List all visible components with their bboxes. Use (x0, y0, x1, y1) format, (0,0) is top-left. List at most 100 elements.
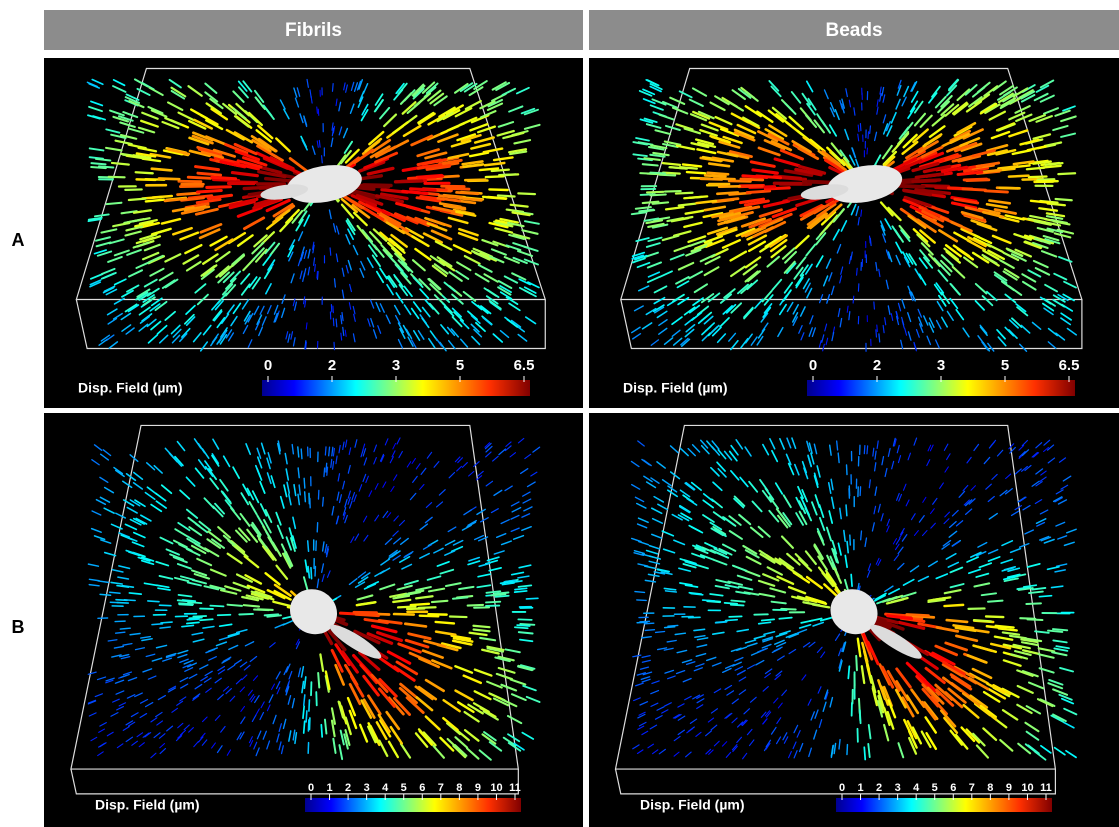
vector-arrow (687, 172, 705, 173)
vector-arrow (321, 725, 322, 737)
vector-arrow (498, 195, 515, 196)
vector-arrow (515, 627, 528, 628)
vector-arrow (656, 631, 665, 632)
vector-arrow (207, 187, 231, 188)
vector-arrow (109, 177, 125, 178)
colorbar-tick-label: 2 (345, 782, 351, 794)
vector-arrow (453, 597, 467, 598)
vector-arrow (668, 625, 678, 626)
vector-arrow (637, 600, 646, 601)
vector-arrow (665, 627, 675, 628)
colorbar-title: Disp. Field (µm) (640, 797, 745, 813)
colorbar-tick-label: 0 (308, 782, 314, 794)
vector-arrow (116, 600, 127, 601)
vector-arrow (161, 622, 172, 623)
colorbar-tick-label: 4 (382, 782, 389, 794)
colorbar-tick-label: 3 (364, 782, 370, 794)
vector-arrow (947, 620, 967, 622)
vector-arrow (436, 622, 454, 624)
vector-arrow (1029, 176, 1047, 177)
colorbar-tick-label: 0 (809, 357, 817, 374)
vector-arrow (870, 236, 871, 243)
colorbar-tick-label: 2 (328, 357, 336, 374)
colorbar-tick-label: 1 (326, 782, 332, 794)
vector-arrow (318, 673, 319, 688)
vector-arrow (988, 601, 1003, 602)
vector-arrow (419, 607, 436, 608)
vector-arrow (643, 202, 659, 203)
vector-arrow (725, 603, 738, 604)
vector-arrow (335, 279, 336, 287)
colorbar-tick-label: 8 (456, 782, 462, 794)
vector-arrow (643, 164, 658, 165)
vector-arrow (107, 203, 122, 204)
vector-arrow (117, 603, 128, 604)
vector-arrow (301, 449, 302, 459)
vector-arrow (526, 598, 537, 599)
vector-arrow (152, 169, 172, 171)
vector-arrow (304, 478, 305, 488)
vector-arrow (304, 695, 305, 705)
vector-arrow (129, 199, 146, 200)
vector-arrow (159, 178, 179, 179)
vector-arrow (188, 177, 210, 178)
colorbar-tick-label: 6.5 (1059, 357, 1080, 374)
vector-arrow (447, 188, 469, 189)
column-header: Beads (825, 20, 882, 41)
vector-arrow (457, 192, 478, 193)
vector-arrow (244, 605, 259, 606)
vector-arrow (861, 531, 862, 540)
colorbar-tick-label: 2 (873, 357, 881, 374)
colorbar-tick-label: 3 (895, 782, 901, 794)
colorbar-title: Disp. Field (µm) (78, 380, 183, 396)
vector-arrow (91, 163, 105, 164)
vector-arrow (152, 624, 163, 625)
row-label: A (12, 230, 25, 250)
vector-arrow (985, 191, 1007, 192)
vector-arrow (868, 132, 869, 139)
vector-arrow (1039, 596, 1051, 597)
colorbar-tick-label: 5 (1001, 357, 1009, 374)
vector-arrow (308, 541, 309, 551)
vector-arrow (148, 601, 159, 602)
vector-arrow (729, 616, 741, 617)
vector-arrow (120, 628, 130, 629)
vector-arrow (680, 167, 697, 169)
vector-arrow (364, 185, 391, 186)
vector-arrow (341, 333, 342, 340)
colorbar-tick-label: 3 (392, 357, 400, 374)
row-label: B (12, 617, 25, 637)
vector-arrow (848, 666, 849, 678)
vector-arrow (907, 614, 929, 615)
colorbar-tick-label: 6 (419, 782, 425, 794)
colorbar-title: Disp. Field (µm) (95, 797, 200, 813)
vector-arrow (1058, 173, 1075, 174)
vector-arrow (1009, 176, 1029, 177)
vector-arrow (860, 710, 861, 723)
vector-arrow (311, 568, 312, 579)
vector-arrow (394, 614, 414, 615)
panel-bg (44, 58, 583, 408)
vector-arrow (210, 606, 223, 607)
vector-arrow (1000, 188, 1020, 189)
vector-arrow (489, 189, 507, 190)
vector-arrow (136, 172, 153, 173)
colorbar-tick-label: 10 (1021, 782, 1033, 794)
vector-arrow (465, 180, 485, 181)
vector-arrow (450, 616, 467, 617)
vector-arrow (1053, 629, 1067, 630)
vector-arrow (411, 189, 436, 190)
vector-arrow (244, 187, 271, 189)
colorbar (836, 798, 1052, 812)
vector-arrow (963, 189, 985, 190)
vector-arrow (964, 179, 986, 180)
vector-arrow (228, 605, 242, 606)
vector-arrow (986, 616, 1003, 617)
vector-arrow (304, 721, 305, 733)
vector-arrow (432, 601, 447, 602)
colorbar-tick-label: 11 (509, 782, 521, 794)
vector-arrow (189, 618, 202, 619)
colorbar-tick-label: 8 (987, 782, 993, 794)
vector-arrow (665, 191, 681, 192)
colorbar-tick-label: 5 (932, 782, 938, 794)
